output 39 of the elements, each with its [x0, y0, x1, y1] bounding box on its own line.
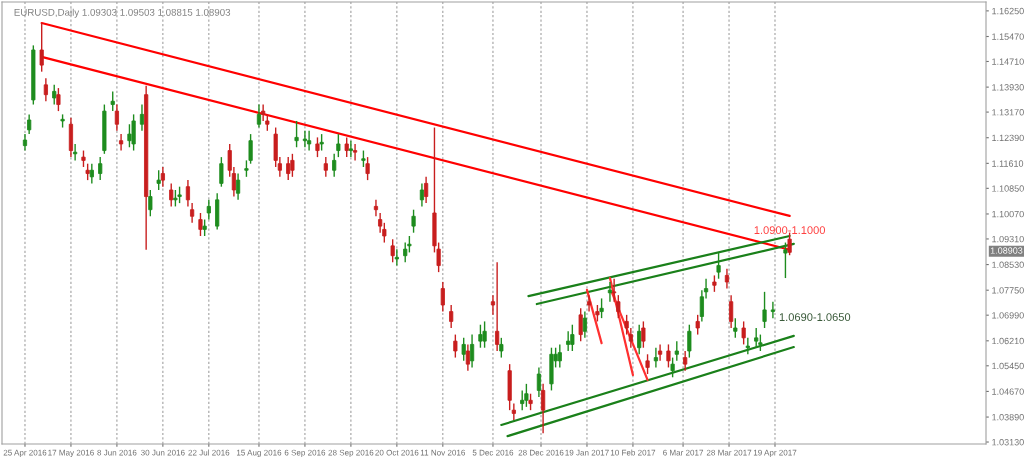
text: EURUSD,Daily 1.09303 1.09503 1.08815 1.08903 [14, 8, 231, 18]
x-tick-label: 20 Oct 2016 [375, 449, 419, 456]
x-tick-label: 30 Jun 2016 [141, 449, 185, 456]
x-tick-label: 22 Jul 2016 [188, 449, 230, 456]
x-tick-label: 6 Sep 2016 [284, 449, 326, 458]
y-tick-label: 1.03130 [992, 439, 1024, 446]
y-tick-label: 1.06210 [992, 337, 1024, 345]
x-tick-label: 5 Dec 2016 [472, 449, 514, 456]
x-tick-label: 17 May 2016 [48, 449, 94, 458]
y-tick-label: 1.04670 [992, 388, 1024, 395]
y-tick-label: 1.10070 [992, 210, 1024, 218]
x-tick-label: 28 Dec 2016 [518, 449, 564, 456]
y-tick-label: 1.03890 [992, 414, 1024, 421]
y-tick-label: 1.16250 [992, 7, 1024, 15]
y-tick-label: 1.06990 [992, 312, 1024, 319]
y-tick-label: 1.14710 [992, 58, 1024, 65]
text: 1.08903 [990, 247, 1023, 254]
x-tick-label: 10 Feb 2017 [610, 449, 656, 456]
y-tick-label: 1.07750 [992, 287, 1024, 294]
x-tick-label: 8 Jun 2016 [97, 449, 137, 456]
y-tick-label: 1.05450 [992, 362, 1024, 370]
x-tick-label: 28 Sep 2016 [328, 449, 374, 458]
y-tick-label: 1.08530 [992, 261, 1024, 268]
x-tick-label: 25 Apr 2016 [3, 449, 47, 458]
y-tick-label: 1.09310 [992, 235, 1024, 243]
x-tick-label: 11 Nov 2016 [420, 449, 466, 456]
y-tick-label: 1.10850 [992, 185, 1024, 192]
y-tick-label: 1.11610 [992, 160, 1024, 167]
y-tick-label: 1.13170 [992, 109, 1024, 116]
annotation: 1.0900-1.1000 [754, 226, 826, 235]
x-tick-label: 6 Mar 2017 [663, 449, 704, 456]
annotation: 1.0690-1.0650 [779, 313, 851, 322]
y-tick-label: 1.15470 [992, 33, 1024, 40]
x-tick-label: 19 Apr 2017 [753, 449, 797, 458]
y-tick-label: 1.13930 [992, 84, 1024, 91]
y-tick-label: 1.12390 [992, 134, 1024, 142]
x-tick-label: 15 Aug 2016 [236, 449, 282, 458]
x-tick-label: 28 Mar 2017 [706, 449, 752, 456]
x-tick-label: 19 Jan 2017 [565, 449, 609, 456]
